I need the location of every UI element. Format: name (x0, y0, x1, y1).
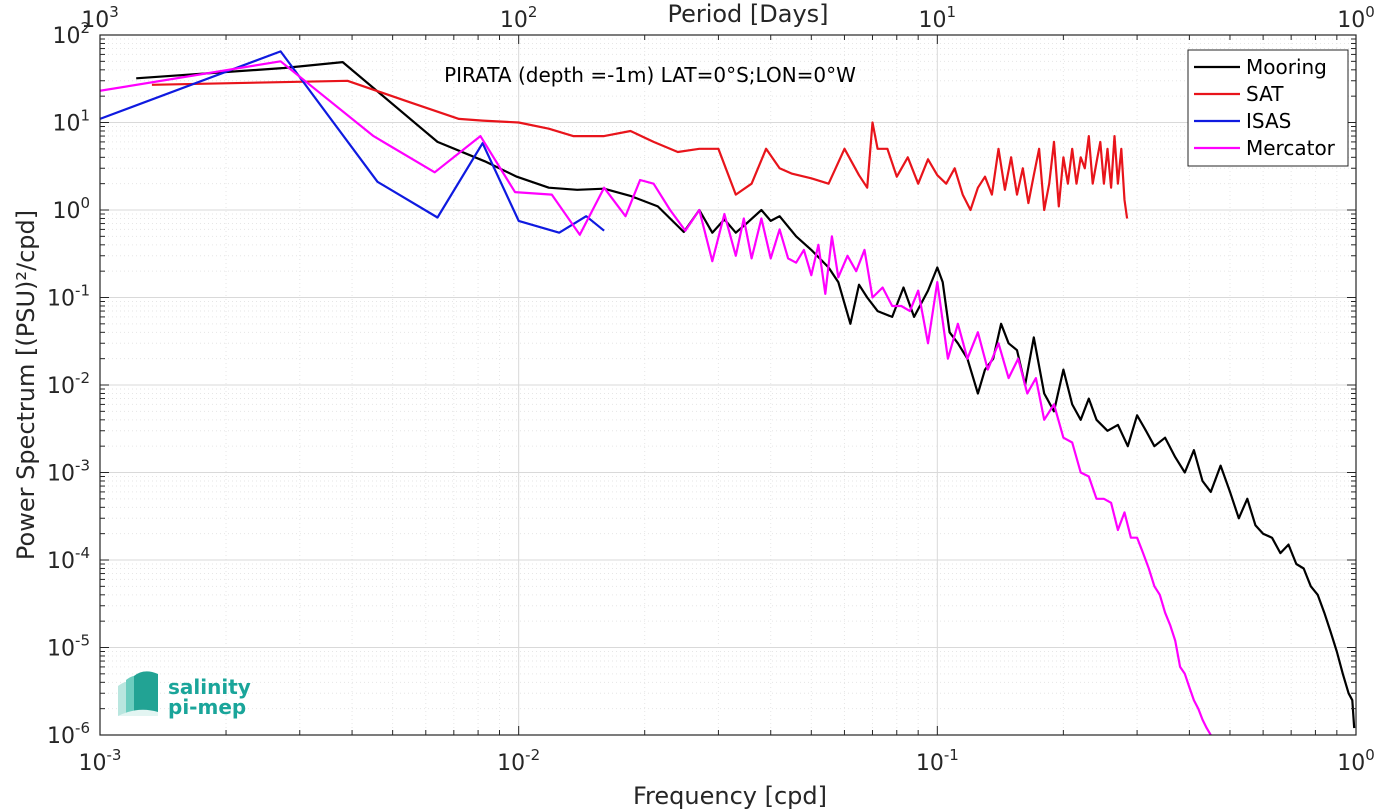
y-axis-title: Power Spectrum [(PSU)²/cpd] (12, 210, 40, 560)
x-tick-label: 10-3 (79, 746, 122, 776)
x-tick-label: 10-1 (916, 746, 959, 776)
x2-tick-label: 103 (81, 3, 119, 33)
logo-text-pimep: pi-mep (168, 695, 246, 719)
legend-label: Mercator (1246, 136, 1336, 160)
y-tick-label: 102 (52, 19, 90, 49)
series-group (100, 50, 1356, 735)
legend-label: SAT (1246, 82, 1284, 106)
logo-text-salinity: salinity (168, 675, 251, 699)
y-tick-label: 10-3 (47, 457, 90, 487)
series-line-isas (100, 50, 605, 234)
y-tick-label: 10-1 (47, 282, 90, 312)
legend-label: Mooring (1246, 55, 1327, 79)
chart-title: PIRATA (depth =-1m) LAT=0°S;LON=0°W (444, 63, 856, 87)
salinity-pi-mep-logo: salinity pi-mep (118, 671, 251, 719)
legend-label: ISAS (1246, 109, 1291, 133)
legend: Mooring SAT ISAS Mercator (1187, 49, 1349, 167)
y-tick-label: 10-5 (47, 632, 90, 662)
y-tick-label: 10-4 (47, 544, 90, 574)
y-tick-label: 100 (52, 194, 90, 224)
series-line-mercator (100, 60, 1213, 735)
x2-tick-label: 100 (1337, 3, 1375, 33)
logo-mark-icon (118, 671, 158, 716)
x-tick-label: 100 (1337, 746, 1375, 776)
series-line-sat (151, 79, 1129, 219)
top-axis-title: Period [Days] (667, 0, 828, 28)
y-tick-label: 101 (52, 107, 90, 137)
x-tick-label: 10-2 (497, 746, 540, 776)
x-axis-title: Frequency [cpd] (633, 782, 827, 809)
x2-tick-label: 101 (919, 3, 957, 33)
y-tick-label: 10-6 (47, 719, 90, 749)
x2-tick-label: 102 (500, 3, 538, 33)
axes (99, 34, 1357, 736)
y-tick-label: 10-2 (47, 369, 90, 399)
legend-box (1187, 49, 1349, 167)
